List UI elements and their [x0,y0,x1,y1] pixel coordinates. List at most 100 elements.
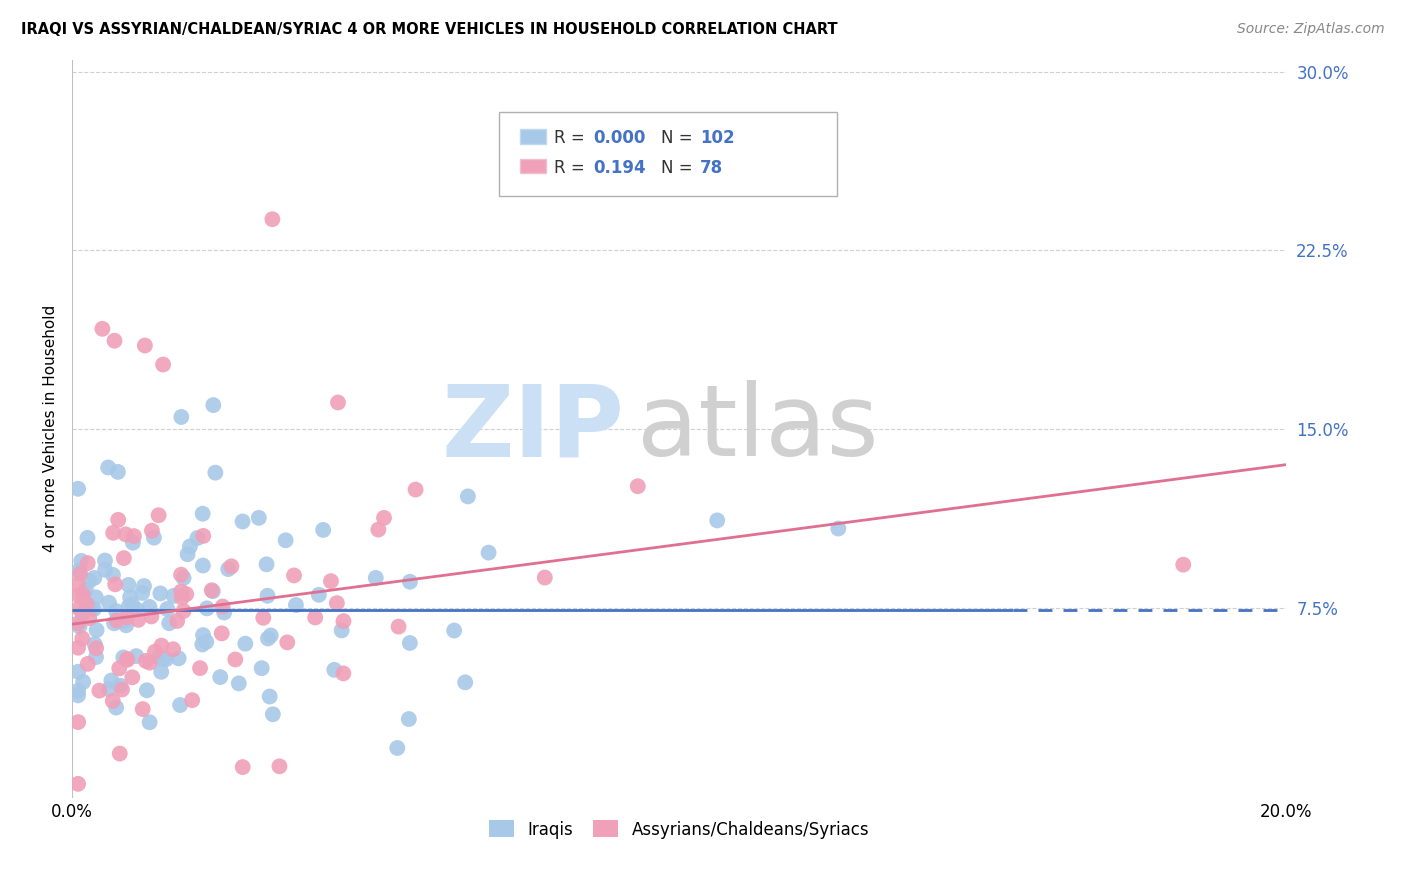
Point [104,577,127,591]
Point [105,700,128,714]
Point [67,683,90,698]
Point [107,513,129,527]
Point [173,571,195,585]
Point [120,590,142,604]
Point [132,579,155,593]
Text: 0.000: 0.000 [593,129,645,147]
Point [405,483,427,497]
Point [191,638,214,652]
Point [117,578,139,592]
Point [454,675,477,690]
Point [1173,558,1195,572]
Point [204,466,226,480]
Point [114,527,136,541]
Point [162,642,184,657]
Text: atlas: atlas [637,380,879,477]
Point [233,637,256,651]
Point [169,698,191,712]
Point [155,652,177,666]
Point [132,702,155,716]
Point [232,515,254,529]
Point [332,614,354,628]
Point [89,683,111,698]
Text: Source: ZipAtlas.com: Source: ZipAtlas.com [1237,22,1385,37]
Point [195,601,218,615]
Point [67,577,90,591]
Point [166,614,188,628]
Point [170,591,193,605]
Point [326,596,349,610]
Point [67,616,90,631]
Point [94,563,117,577]
Point [80,601,103,615]
Point [91,322,114,336]
Point [152,652,174,666]
Point [156,602,179,616]
Point [167,651,190,665]
Point [72,607,94,621]
Point [70,554,93,568]
Point [125,649,148,664]
Point [101,694,124,708]
Point [326,395,349,409]
Point [121,598,143,612]
Point [122,535,145,549]
Point [67,777,90,791]
Point [308,588,330,602]
Point [170,584,193,599]
Point [112,614,135,628]
Point [191,558,214,573]
Point [186,531,208,545]
Point [260,628,283,642]
Point [77,611,100,625]
Point [83,637,105,651]
Point [323,663,346,677]
Point [256,558,278,572]
Text: 102: 102 [700,129,735,147]
Point [76,657,98,671]
Point [269,759,291,773]
Point [259,690,281,704]
Point [319,574,342,588]
Point [152,358,174,372]
Point [174,587,197,601]
Point [134,338,156,352]
Point [399,574,422,589]
Point [83,602,105,616]
Point [250,661,273,675]
Point [127,613,149,627]
Text: 78: 78 [700,159,723,177]
Point [76,597,98,611]
Point [188,661,211,675]
Point [69,566,91,581]
Text: ZIP: ZIP [441,380,624,477]
Text: 0.194: 0.194 [593,159,645,177]
Point [202,398,225,412]
Point [138,656,160,670]
Point [157,616,180,631]
Point [69,619,91,633]
Point [457,490,479,504]
Point [193,529,215,543]
Point [477,546,499,560]
Point [111,682,134,697]
Point [330,624,353,638]
Point [72,632,94,646]
Point [86,623,108,637]
Point [105,614,128,628]
Point [67,640,90,655]
Point [387,619,409,633]
Point [284,598,307,612]
Point [367,523,389,537]
Point [262,212,284,227]
Point [399,636,422,650]
Point [195,635,218,649]
Point [827,522,849,536]
Point [212,606,235,620]
Point [148,508,170,523]
Point [256,589,278,603]
Point [209,670,232,684]
Point [150,639,173,653]
Point [398,712,420,726]
Point [72,588,94,602]
